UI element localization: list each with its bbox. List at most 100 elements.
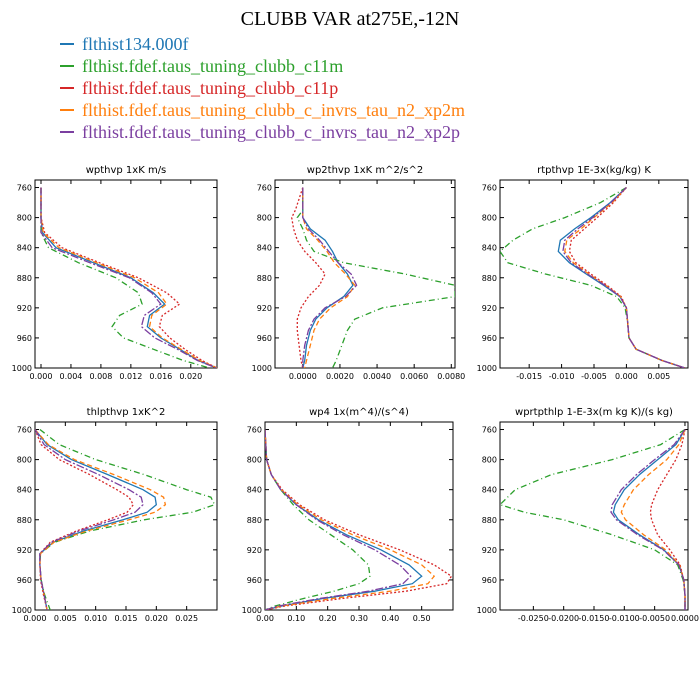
x-tick-label: 0.000: [24, 614, 47, 623]
y-tick-label: 920: [482, 546, 497, 555]
x-tick-label: -0.015: [516, 372, 542, 381]
series-line: [620, 429, 686, 610]
legend-label: flthist.fdef.taus_tuning_clubb_c11m: [82, 55, 344, 76]
chart-panel: wp2thvp 1xK m^2/s^2 760 800 840 880 920 960 100…: [252, 165, 466, 381]
y-tick-label: 1000: [12, 606, 32, 615]
legend-label: flthist.fdef.taus_tuning_clubb_c_invrs_t…: [82, 121, 460, 142]
series-line: [302, 187, 354, 368]
panel-title: thlpthvp 1xK^2: [87, 407, 166, 418]
y-tick-label: 880: [482, 274, 497, 283]
y-tick-label: 840: [17, 244, 32, 253]
y-tick-label: 840: [247, 486, 262, 495]
x-tick-label: 0.10: [287, 614, 305, 623]
series-line: [564, 187, 686, 368]
y-tick-label: 960: [257, 334, 272, 343]
series-line: [557, 187, 686, 368]
series-line: [40, 187, 217, 368]
x-tick-label: 0.0020: [326, 372, 354, 381]
series-line: [265, 429, 436, 610]
series-line: [610, 429, 686, 610]
y-tick-label: 760: [482, 184, 497, 193]
series-line: [40, 187, 210, 368]
x-tick-label: 0.000: [30, 372, 53, 381]
x-tick-label: -0.0250: [518, 614, 549, 623]
x-tick-label: 0.020: [179, 372, 202, 381]
series-line: [40, 187, 217, 368]
y-tick-label: 960: [17, 576, 32, 585]
plot-frame: [274, 179, 456, 369]
y-tick-label: 800: [17, 214, 32, 223]
legend-label: flthist134.000f: [82, 33, 189, 54]
y-tick-label: 800: [482, 214, 497, 223]
y-tick-label: 800: [257, 214, 272, 223]
y-tick-label: 920: [257, 304, 272, 313]
y-tick-label: 880: [17, 516, 32, 525]
x-tick-label: 0.025: [175, 614, 198, 623]
series-line: [649, 429, 686, 610]
legend-item: flthist134.000f: [60, 33, 465, 55]
legend-swatch: [60, 65, 74, 67]
plot-frame: [499, 179, 689, 369]
series-line: [40, 187, 217, 368]
y-tick-label: 760: [247, 426, 262, 435]
y-tick-label: 920: [247, 546, 262, 555]
x-tick-label: -0.0200: [548, 614, 579, 623]
y-tick-label: 1000: [252, 364, 272, 373]
x-tick-label: -0.0050: [639, 614, 670, 623]
x-tick-label: 0.30: [350, 614, 368, 623]
chart-panel: wp4 1x(m^4)/(s^4)76080084088092096010000…: [242, 407, 454, 623]
series-line: [265, 429, 412, 610]
y-tick-label: 920: [17, 304, 32, 313]
plot-frame: [264, 421, 454, 611]
y-tick-label: 800: [247, 456, 262, 465]
chart-panel: wprtpthlp 1-E-3x(m kg K)/(s kg) 760 800 840…: [477, 407, 699, 623]
legend-swatch: [60, 131, 74, 133]
x-tick-label: 0.000: [615, 372, 638, 381]
series-line: [291, 187, 326, 368]
plot-frame: [499, 421, 689, 611]
y-tick-label: 880: [257, 274, 272, 283]
y-tick-label: 960: [482, 334, 497, 343]
y-tick-label: 840: [257, 244, 272, 253]
x-tick-label: -0.010: [549, 372, 575, 381]
x-tick-label: 0.0000: [671, 614, 699, 623]
x-tick-label: 0.015: [115, 614, 138, 623]
panel-title: wp2thvp 1xK m^2/s^2: [307, 165, 423, 176]
x-tick-label: 0.0000: [289, 372, 317, 381]
y-tick-label: 960: [17, 334, 32, 343]
series-line: [562, 187, 686, 368]
y-tick-label: 1000: [242, 606, 262, 615]
y-tick-label: 880: [247, 516, 262, 525]
x-tick-label: 0.004: [59, 372, 82, 381]
legend-swatch: [60, 87, 74, 89]
y-tick-label: 760: [17, 426, 32, 435]
x-tick-label: -0.0150: [579, 614, 610, 623]
x-tick-label: 0.0040: [363, 372, 391, 381]
x-tick-label: 0.20: [319, 614, 337, 623]
series-line: [302, 187, 356, 368]
x-tick-label: 0.005: [54, 614, 77, 623]
x-tick-label: 0.016: [149, 372, 172, 381]
x-tick-label: 0.0060: [400, 372, 428, 381]
y-tick-label: 760: [482, 426, 497, 435]
y-tick-label: 960: [482, 576, 497, 585]
y-tick-label: 760: [17, 184, 32, 193]
panel-title: rtpthvp 1E-3x(kg/kg) K: [537, 165, 651, 176]
chart-panel: wpthvp 1xK m/s76080084088092096010000.00…: [12, 165, 218, 381]
panel-title: wprtpthlp 1-E-3x(m kg K)/(s kg): [515, 407, 673, 418]
x-tick-label: 0.40: [381, 614, 399, 623]
series-line: [500, 428, 686, 610]
y-tick-label: 1000: [477, 606, 497, 615]
y-tick-label: 760: [257, 184, 272, 193]
x-tick-label: 0.012: [119, 372, 142, 381]
x-tick-label: 0.50: [413, 614, 431, 623]
y-tick-label: 840: [482, 244, 497, 253]
y-tick-label: 1000: [477, 364, 497, 373]
chart-panel: rtpthvp 1E-3x(kg/kg) K 760 800 840 880 920 960…: [477, 165, 689, 381]
plot-frame: [34, 179, 218, 369]
legend-label: flthist.fdef.taus_tuning_clubb_c_invrs_t…: [82, 99, 465, 120]
legend-item: flthist.fdef.taus_tuning_clubb_c11p: [60, 77, 465, 99]
y-tick-label: 800: [17, 456, 32, 465]
x-tick-label: 0.0080: [437, 372, 465, 381]
